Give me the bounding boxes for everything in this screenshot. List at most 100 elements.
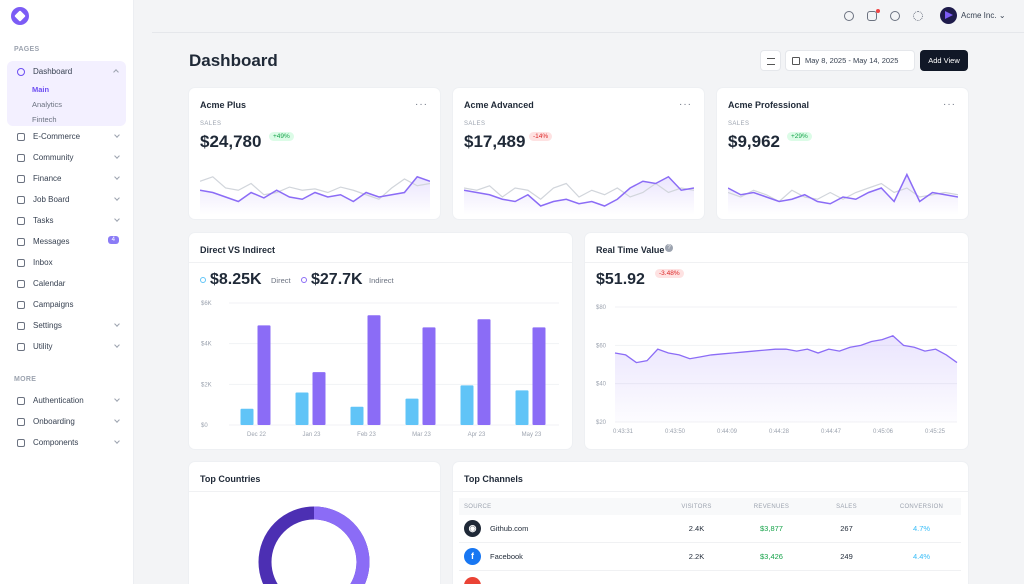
sales-cell: 267 [840,524,853,533]
filter-button[interactable] [760,50,781,71]
sidebar-subitem-analytics[interactable]: Analytics [32,100,63,109]
messages-icon [17,237,25,246]
sidebar-subitem-fintech[interactable]: Fintech [32,115,57,124]
sidebar-item-job-board[interactable]: Job Board [0,189,134,210]
sidebar-item-utility[interactable]: Utility [0,336,134,357]
x-tick-label: 0:43:31 [613,429,634,435]
sidebar-subitem-main[interactable]: Main [32,85,50,94]
sales-cell: 249 [840,552,853,561]
dashboard-icon [17,67,25,76]
conversion-cell: 4.7% [912,524,931,533]
sidebar-item-dashboard[interactable]: Dashboard [7,61,126,82]
y-tick-label: $40 [596,382,607,388]
info-icon[interactable]: ? [665,244,673,252]
sales-label: SALES [464,121,486,127]
indirect-label: Indirect [369,276,394,285]
sidebar-item-label: Dashboard [33,67,73,76]
sidebar-item-label: Campaigns [33,300,74,309]
x-tick-label: Feb 23 [357,432,376,438]
chevron-down-icon [114,417,120,423]
bar-indirect [312,372,326,425]
sparkline-chart [200,175,430,215]
sidebar-item-settings[interactable]: Settings [0,315,134,336]
visitors-cell: 2.4K [688,524,705,533]
x-tick-label: 0:44:28 [769,429,790,435]
utility-icon [17,342,25,351]
bar-direct [350,406,364,425]
sidebar-item-inbox[interactable]: Inbox [0,252,134,273]
realtime-area-chart: $20 $40 $60 $80 0:43:31 0:43:50 0:44:09 0:44:28… [596,305,958,435]
sparkline-previous [200,176,430,200]
chevron-down-icon [114,195,120,201]
sidebar-item-campaigns[interactable]: Campaigns [0,294,134,315]
sales-card-acme-plus: Acme Plus ··· SALES $24,780 +49% [189,88,440,219]
card-title: Real Time Value [596,245,665,255]
components-icon [17,438,25,447]
messages-badge: 4 [107,236,119,244]
x-tick-label: Dec 22 [247,432,267,438]
app-logo-icon[interactable] [11,7,29,25]
sidebar-item-label: Utility [33,342,53,351]
chevron-down-icon [114,321,120,327]
page-title: Dashboard [189,51,278,70]
donut-segment [313,506,370,584]
x-tick-label: 0:44:09 [717,429,738,435]
account-menu[interactable]: Acme Inc. ⌄ [961,11,1006,20]
bar-direct [405,398,419,425]
sidebar-item-finance[interactable]: Finance [0,168,134,189]
sidebar-nav-more: Authentication Onboarding Components [0,390,134,453]
sidebar-item-community[interactable]: Community [0,147,134,168]
account-avatar[interactable] [940,7,957,24]
card-divider [585,262,968,263]
x-tick-label: 0:43:50 [665,429,686,435]
notifications-icon[interactable] [867,11,877,21]
bar-direct [240,408,254,425]
change-badge: +29% [787,132,812,141]
info-icon[interactable] [890,11,900,21]
authentication-icon [17,396,25,405]
y-tick-label: $60 [596,343,607,349]
table-row[interactable]: ◉ Github.com 2.4K $3,877 267 4.7% [459,515,961,543]
sidebar-item-authentication[interactable]: Authentication [0,390,134,411]
card-title: Acme Plus [200,100,247,110]
sidebar-item-onboarding[interactable]: Onboarding [0,411,134,432]
sidebar-item-ecommerce[interactable]: E-Commerce [0,126,134,147]
bar-direct [460,385,474,425]
chevron-down-icon: ⌄ [998,11,1006,20]
chevron-down-icon [114,174,120,180]
bar-indirect [532,327,546,425]
change-badge: -14% [529,132,553,141]
more-options-icon[interactable]: ··· [679,99,692,110]
revenues-cell: $3,426 [760,552,783,561]
add-view-button[interactable]: Add View [920,50,968,71]
x-tick-label: Apr 23 [468,432,486,438]
campaigns-icon [17,300,25,309]
source-cell: f Facebook [459,548,659,565]
sidebar-item-tasks[interactable]: Tasks [0,210,134,231]
date-range-picker[interactable]: May 8, 2025 - May 14, 2025 [785,50,915,71]
theme-toggle-icon[interactable] [913,11,923,21]
more-options-icon[interactable]: ··· [415,99,428,110]
table-row-partial[interactable] [459,571,961,584]
search-icon[interactable] [844,11,854,21]
sales-value: $17,489 [464,132,526,151]
chevron-up-icon [113,69,119,75]
github-icon: ◉ [464,520,481,537]
sidebar-item-label: Authentication [33,396,84,405]
sidebar-item-calendar[interactable]: Calendar [0,273,134,294]
source-name: Facebook [490,552,523,561]
table-row[interactable]: f Facebook 2.2K $3,426 249 4.4% [459,543,961,571]
pages-section-label: PAGES [14,46,40,53]
visitors-cell: 2.2K [688,552,705,561]
sidebar-item-components[interactable]: Components [0,432,134,453]
header-divider [152,32,1024,33]
bar-direct [295,392,309,425]
source-cell: ◉ Github.com [459,520,659,537]
sparkline-chart [464,175,694,215]
sidebar-item-messages[interactable]: Messages 4 [0,231,134,252]
card-title: Top Countries [200,474,261,484]
more-options-icon[interactable]: ··· [943,99,956,110]
sidebar-group-dashboard: Dashboard Main Analytics Fintech [7,61,126,126]
job-board-icon [17,195,25,204]
x-tick-label: Mar 23 [412,432,431,438]
